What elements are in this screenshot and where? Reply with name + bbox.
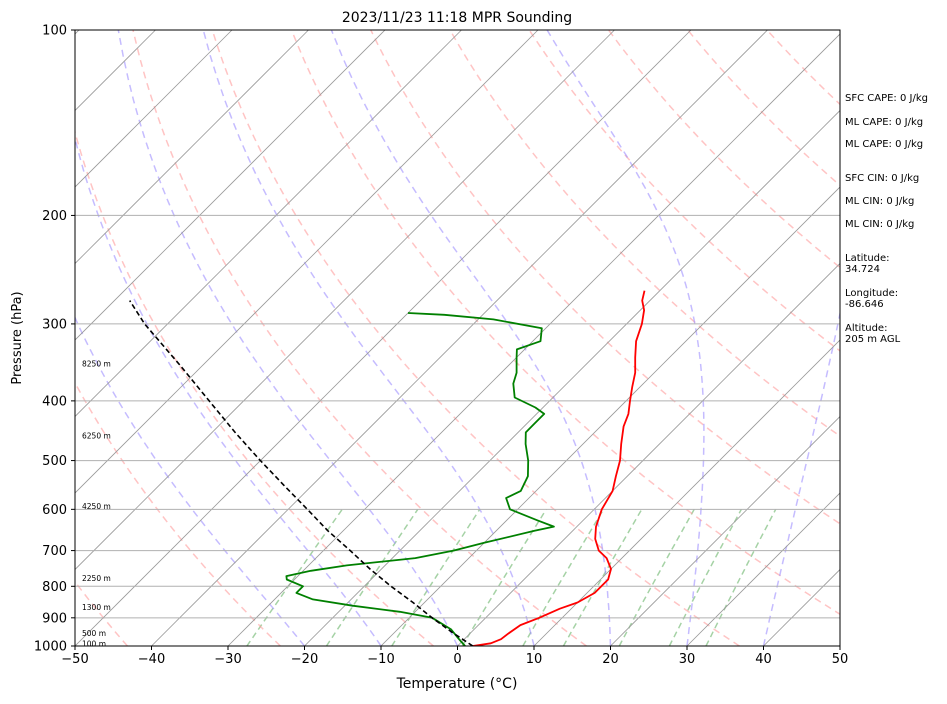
data-layer bbox=[130, 291, 645, 646]
isotherm-line bbox=[0, 30, 538, 646]
y-axis-label: Pressure (hPa) bbox=[10, 291, 25, 384]
height-label-5: 500 m bbox=[82, 629, 106, 638]
isotherm-line bbox=[228, 30, 844, 646]
isotherm-line bbox=[305, 30, 921, 646]
height-label-2: 4250 m bbox=[82, 502, 111, 511]
y-tick-label: 600 bbox=[42, 503, 67, 518]
y-tick-label: 700 bbox=[42, 544, 67, 559]
x-tick-label: −30 bbox=[214, 652, 241, 667]
mixing-ratio-line-8 bbox=[706, 509, 776, 646]
x-tick-label: 0 bbox=[453, 652, 461, 667]
x-tick-label: 10 bbox=[526, 652, 543, 667]
y-tick-label: 1000 bbox=[34, 640, 67, 655]
ml-cape-stat-1: ML CAPE: 0 J/kg bbox=[845, 117, 923, 128]
height-label-6: 100 m bbox=[82, 639, 106, 648]
x-tick-label: 50 bbox=[832, 652, 849, 667]
height-label-4: 1300 m bbox=[82, 603, 111, 612]
x-tick-label: −40 bbox=[138, 652, 165, 667]
y-tick-label: 800 bbox=[42, 580, 67, 595]
dewpoint-profile-line bbox=[286, 313, 554, 646]
isotherm-line bbox=[0, 30, 462, 646]
dry-adiabat-4 bbox=[212, 30, 739, 646]
y-tick-label: 200 bbox=[42, 209, 67, 224]
x-axis-label: Temperature (°C) bbox=[396, 676, 518, 692]
reference-lines-layer bbox=[0, 30, 947, 646]
x-tick-label: −10 bbox=[367, 652, 394, 667]
sfc-cin-stat: SFC CIN: 0 J/kg bbox=[845, 173, 919, 184]
isotherm-line bbox=[0, 30, 615, 646]
ml-cin-stat-1: ML CIN: 0 J/kg bbox=[845, 196, 914, 207]
mixing-ratio-line-2 bbox=[392, 509, 480, 646]
moist-adiabat-2 bbox=[118, 30, 457, 646]
mixing-ratio-line-3 bbox=[462, 509, 546, 646]
x-tick-label: −20 bbox=[291, 652, 318, 667]
x-tick-label: 20 bbox=[602, 652, 619, 667]
ml-cape-stat-2: ML CAPE: 0 J/kg bbox=[845, 139, 923, 150]
latitude-value: 34.724 bbox=[845, 264, 880, 275]
moist-adiabat-5 bbox=[547, 30, 704, 646]
dry-adiabat-5 bbox=[292, 30, 893, 646]
longitude-label: Longitude: bbox=[845, 288, 898, 299]
longitude-value: -86.646 bbox=[845, 299, 884, 310]
isotherm-line bbox=[0, 30, 232, 646]
dry-adiabat-13 bbox=[926, 30, 947, 646]
plot-frame bbox=[75, 30, 840, 646]
isotherm-line bbox=[75, 30, 691, 646]
sfc-cape-stat: SFC CAPE: 0 J/kg bbox=[845, 93, 928, 104]
latitude-label: Latitude: bbox=[845, 253, 890, 264]
isotherm-line bbox=[0, 30, 3, 646]
height-label-1: 6250 m bbox=[82, 431, 111, 440]
isotherm-line bbox=[152, 30, 768, 646]
y-tick-label: 300 bbox=[42, 317, 67, 332]
x-tick-label: 30 bbox=[679, 652, 696, 667]
ml-cin-stat-2: ML CIN: 0 J/kg bbox=[845, 219, 914, 230]
altitude-value: 205 m AGL bbox=[845, 334, 900, 345]
y-tick-label: 500 bbox=[42, 454, 67, 469]
height-label-3: 2250 m bbox=[82, 574, 111, 583]
x-tick-label: 40 bbox=[755, 652, 772, 667]
y-tick-label: 900 bbox=[42, 611, 67, 626]
height-label-0: 8250 m bbox=[82, 360, 111, 369]
y-tick-label: 100 bbox=[42, 24, 67, 39]
y-tick-label: 400 bbox=[42, 394, 67, 409]
mixing-ratio-line-7 bbox=[669, 509, 741, 646]
chart-title: 2023/11/23 11:18 MPR Sounding bbox=[342, 10, 572, 26]
altitude-label: Altitude: bbox=[845, 323, 887, 334]
